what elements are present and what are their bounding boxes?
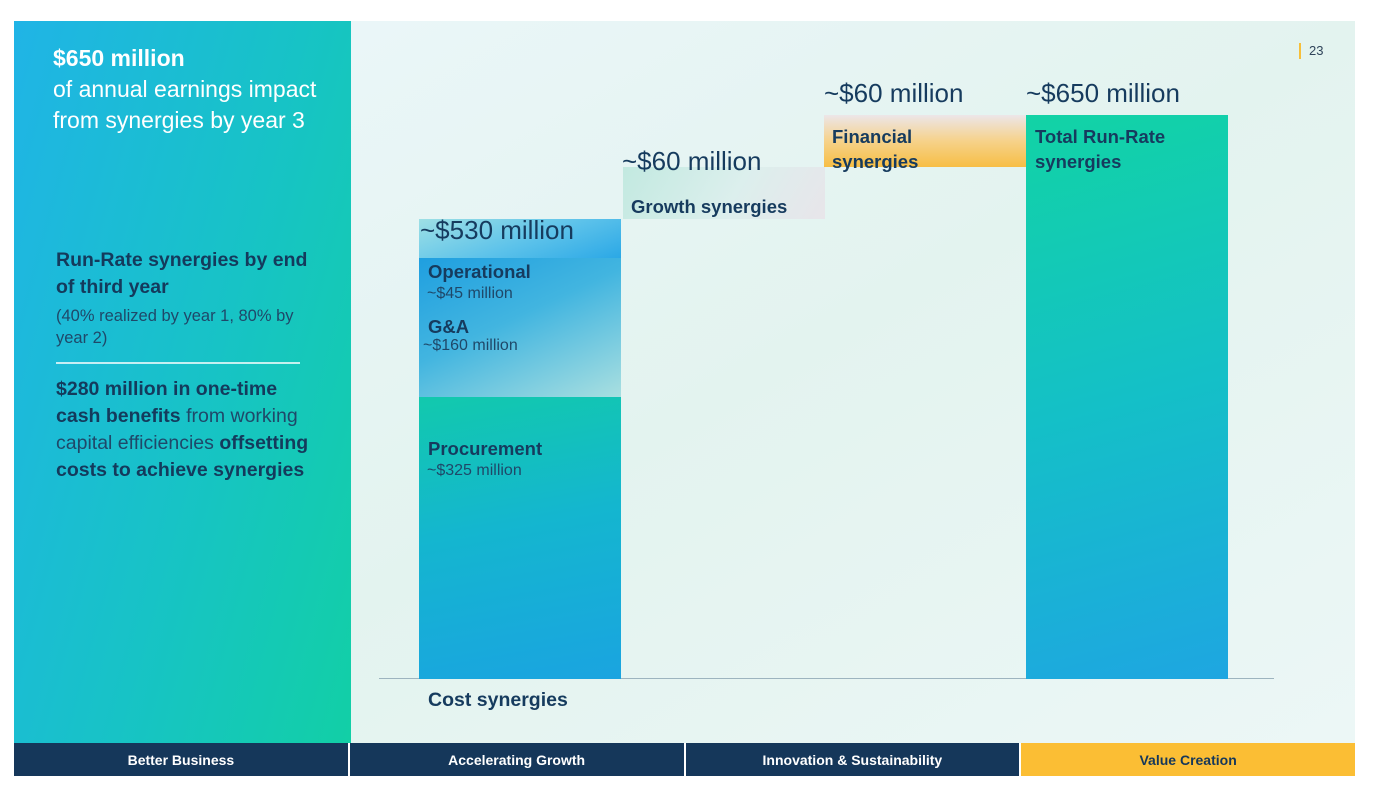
headline-text: of annual earnings impact from synergies… — [53, 76, 317, 133]
cash-ending: offsetting costs to achieve synergies — [56, 432, 309, 481]
operational-label: Operational — [428, 261, 531, 282]
runrate-subtitle: (40% realized by year 1, 80% by year 2) — [56, 307, 294, 347]
tab-value-creation[interactable]: Value Creation — [1021, 743, 1355, 776]
bar-segment-procurement — [419, 397, 621, 679]
ga-value: ~$160 million — [423, 337, 518, 354]
ga-label: G&A — [428, 316, 470, 337]
headline: $650 million of annual earnings impact f… — [53, 43, 343, 136]
page-number: 23 — [1299, 43, 1323, 59]
panel-divider — [56, 362, 300, 364]
procurement-value: ~$325 million — [427, 462, 522, 479]
footer-nav: Better Business Accelerating Growth Inno… — [14, 743, 1355, 776]
growth-total: ~$60 million — [622, 146, 762, 176]
headline-amount: $650 million — [53, 45, 185, 71]
bar-financial-synergies — [824, 115, 1026, 168]
cash-benefits-text: $280 million in one-time cash benefits f… — [56, 376, 316, 484]
tab-better-business[interactable]: Better Business — [14, 743, 350, 776]
bar-growth-synergies — [623, 167, 825, 220]
tab-accelerating-growth[interactable]: Accelerating Growth — [349, 743, 686, 776]
summary-panel: $650 million of annual earnings impact f… — [14, 21, 351, 743]
procurement-label: Procurement — [428, 438, 543, 459]
runrate-title: Run-Rate synergies by end of third year — [56, 249, 308, 298]
growth-label: Growth synergies — [631, 196, 788, 217]
slide: $650 million of annual earnings impact f… — [14, 21, 1355, 776]
financial-total: ~$60 million — [824, 78, 964, 108]
operational-value: ~$45 million — [427, 285, 513, 302]
financial-label: Financial synergies — [832, 126, 919, 172]
bar-segment-ga — [419, 258, 621, 397]
grand-total: ~$650 million — [1026, 78, 1180, 108]
cash-middle: from working capital efficiencies — [56, 405, 298, 454]
tab-innovation-sustainability[interactable]: Innovation & Sustainability — [685, 743, 1022, 776]
x-axis-label: Cost synergies — [428, 689, 568, 711]
cash-amount: $280 million in one-time cash benefits — [56, 378, 278, 427]
chart-baseline — [379, 678, 1274, 679]
bar-total-synergies — [1026, 115, 1228, 679]
bar-segment-operational — [419, 219, 621, 259]
total-label: Total Run-Rate synergies — [1035, 126, 1166, 172]
cost-synergies-total: ~$530 million — [420, 215, 574, 245]
